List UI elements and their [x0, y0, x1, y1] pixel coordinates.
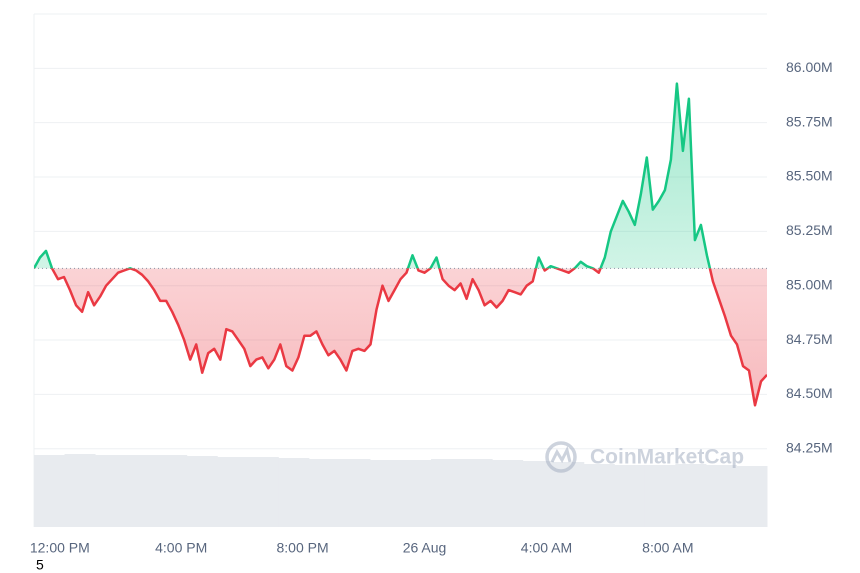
- volume-bar: [125, 455, 157, 527]
- area-down: [52, 268, 767, 406]
- volume-bar: [369, 460, 401, 527]
- volume-bar: [675, 464, 707, 527]
- y-tick-label: 86.00M: [786, 59, 833, 75]
- volume-bar: [583, 464, 615, 527]
- volume-bar: [644, 465, 676, 527]
- price-line-down: [34, 268, 767, 407]
- volume-bar: [95, 455, 127, 527]
- price-line-up: [34, 82, 712, 269]
- watermark: CoinMarketCap: [545, 441, 744, 473]
- y-tick-label: 85.25M: [786, 222, 833, 238]
- y-tick-label: 85.50M: [786, 168, 833, 184]
- volume-bar: [156, 455, 188, 527]
- corner-label: 5: [36, 557, 44, 573]
- volume-bar: [553, 462, 585, 527]
- x-tick-label: 8:00 PM: [276, 540, 328, 556]
- x-tick-label: 4:00 AM: [521, 540, 572, 556]
- volume-bar: [278, 458, 310, 527]
- y-tick-label: 84.25M: [786, 439, 833, 455]
- volume-bar: [64, 454, 96, 527]
- volume-bar: [705, 465, 737, 527]
- volume-bar: [461, 459, 493, 527]
- volume-bar: [492, 460, 524, 527]
- volume-bar: [217, 457, 249, 527]
- volume-bar: [339, 459, 371, 527]
- volume-bar: [614, 465, 646, 527]
- volume-bar: [308, 459, 340, 527]
- volume-bar: [247, 457, 279, 527]
- area-up: [34, 83, 767, 269]
- y-tick-label: 84.75M: [786, 331, 833, 347]
- y-tick-label: 84.50M: [786, 385, 833, 401]
- y-tick-label: 85.00M: [786, 276, 833, 292]
- watermark-text: CoinMarketCap: [590, 446, 744, 469]
- x-tick-label: 12:00 PM: [30, 540, 90, 556]
- volume-bar: [400, 460, 432, 527]
- volume-bar: [186, 456, 218, 527]
- x-tick-label: 4:00 PM: [155, 540, 207, 556]
- x-tick-label: 26 Aug: [403, 540, 447, 556]
- volume-bar: [34, 455, 66, 527]
- y-tick-label: 85.75M: [786, 113, 833, 129]
- volume-bar: [522, 461, 554, 527]
- x-tick-label: 8:00 AM: [642, 540, 693, 556]
- volume-bar: [736, 466, 768, 527]
- volume-bar: [431, 459, 463, 527]
